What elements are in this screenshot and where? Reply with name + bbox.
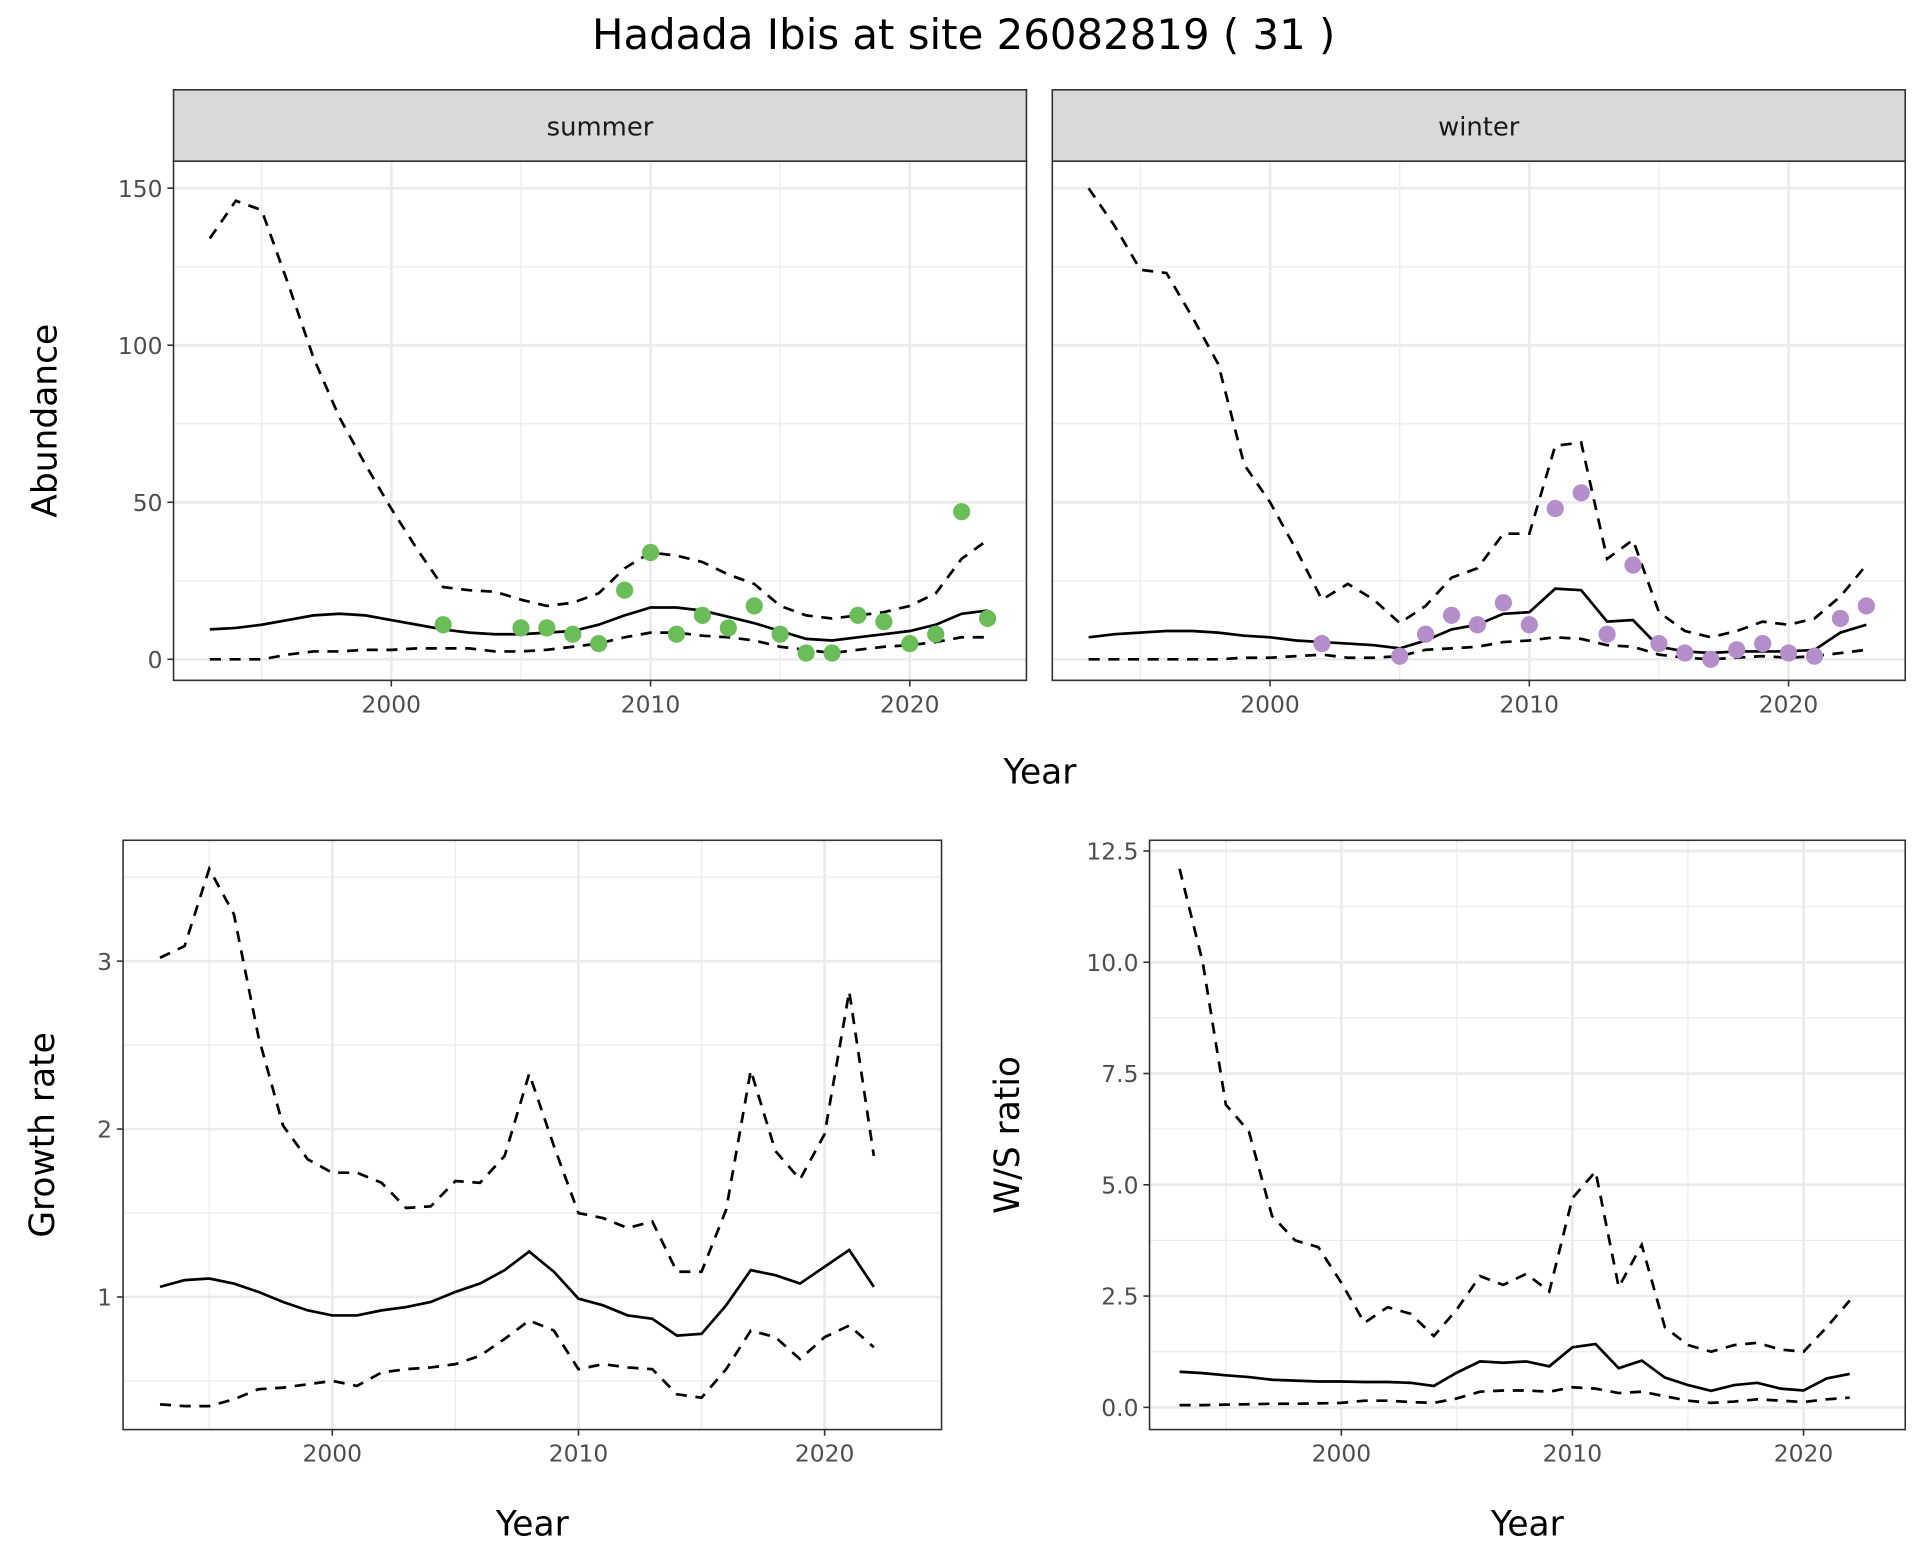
observed-count-point xyxy=(771,625,789,643)
facet-strip-label: summer xyxy=(547,112,654,142)
x-tick-label: 2020 xyxy=(795,1440,855,1468)
observed-count-point xyxy=(590,634,608,653)
lower-bound-line xyxy=(209,631,988,661)
observed-count-point xyxy=(901,634,919,653)
observed-count-point xyxy=(1313,634,1331,653)
mean-line xyxy=(159,1248,875,1337)
x-tick-label: 2000 xyxy=(362,690,422,718)
observed-count-point xyxy=(1779,644,1798,662)
plot-background xyxy=(1052,161,1906,681)
upper-bound-line xyxy=(159,865,876,1274)
observed-count-point xyxy=(538,619,556,637)
observed-count-point xyxy=(1391,647,1409,665)
observed-count-point xyxy=(1805,647,1824,665)
panel-growth-rate: 2000 2010 2020 1 2 3 Growth rate Year xyxy=(23,839,943,1544)
observed-count-point xyxy=(1494,594,1513,612)
plot-background xyxy=(1149,840,1906,1430)
x-axis-title: Year xyxy=(1490,1504,1565,1544)
panel-summer-abundance: 2000 2010 2020 0 50 100 150 summer Abundance xyxy=(26,89,1028,718)
y-tick-label: 50 xyxy=(133,489,163,517)
observed-count-point xyxy=(512,619,530,637)
observed-count-point xyxy=(1831,609,1850,628)
y-tick-label: 0 xyxy=(148,646,163,674)
x-tick-label: 2010 xyxy=(621,690,681,718)
lower-bound-line xyxy=(159,1318,875,1408)
panel-winter-abundance: 2000 2010 2020 winter Year xyxy=(1003,89,1907,793)
y-tick-label: 2 xyxy=(97,1116,112,1144)
panel-border xyxy=(1148,839,1907,1431)
observed-count-point xyxy=(1442,606,1461,624)
x-tick-label: 2020 xyxy=(880,690,940,718)
x-tick-label: 2000 xyxy=(1312,1440,1372,1468)
observed-count-point xyxy=(1624,556,1642,574)
observed-count-point xyxy=(1676,644,1694,662)
y-tick-label: 0.0 xyxy=(1101,1394,1138,1422)
y-tick-label: 2.5 xyxy=(1101,1283,1138,1311)
observed-count-point xyxy=(1520,616,1538,634)
x-tick-label: 2020 xyxy=(1774,1440,1834,1468)
observed-count-point xyxy=(1417,625,1435,643)
plot-background xyxy=(123,840,942,1430)
y-tick-label: 100 xyxy=(118,332,163,360)
observed-count-point xyxy=(693,606,712,624)
panel-border xyxy=(122,839,943,1431)
observed-count-point xyxy=(1598,625,1616,643)
observed-count-point xyxy=(1572,484,1590,502)
x-tick-label: 2020 xyxy=(1759,690,1819,718)
x-tick-label: 2000 xyxy=(303,1440,363,1468)
x-tick-label: 2010 xyxy=(1543,1440,1603,1468)
observed-count-point xyxy=(875,613,893,631)
y-axis-title: W/S ratio xyxy=(988,1056,1028,1214)
y-tick-label: 10.0 xyxy=(1086,949,1138,977)
observed-count-point xyxy=(564,625,582,643)
y-tick-label: 12.5 xyxy=(1086,838,1138,866)
observed-count-point xyxy=(823,644,841,662)
y-tick-label: 150 xyxy=(118,175,163,203)
observed-count-point xyxy=(927,625,945,643)
observed-count-point xyxy=(719,619,737,637)
x-axis-title: Year xyxy=(1003,753,1078,793)
observed-count-point xyxy=(1728,641,1746,659)
observed-count-point xyxy=(745,597,763,615)
y-axis-title: Growth rate xyxy=(23,1032,63,1238)
observed-count-point xyxy=(978,609,997,628)
x-tick-label: 2010 xyxy=(549,1440,609,1468)
panel-ws-ratio: 2000 2010 2020 0.0 2.5 5.0 7.5 10.0 12.5 W/S rati… xyxy=(988,838,1907,1544)
plot-background xyxy=(173,161,1027,681)
mean-line xyxy=(209,606,988,642)
x-axis-title: Year xyxy=(495,1504,570,1544)
facet-strip xyxy=(172,89,1028,162)
x-tick-label: 2000 xyxy=(1240,690,1300,718)
upper-bound-line xyxy=(1087,187,1868,639)
observed-count-point xyxy=(1546,499,1564,518)
upper-bound-line xyxy=(208,199,989,620)
facet-strip xyxy=(1051,89,1907,162)
observed-count-point xyxy=(1702,650,1720,668)
y-axis-title: Abundance xyxy=(26,324,66,518)
observed-count-point xyxy=(797,644,815,662)
observed-count-point xyxy=(1857,597,1875,615)
observed-count-point xyxy=(434,616,452,634)
facet-strip-label: winter xyxy=(1438,112,1520,142)
observed-count-point xyxy=(849,606,867,624)
mean-line xyxy=(1179,1342,1850,1393)
y-tick-label: 3 xyxy=(97,948,112,976)
observed-count-point xyxy=(667,625,686,643)
lower-bound-line xyxy=(1179,1385,1850,1407)
observed-count-point xyxy=(641,543,660,562)
x-tick-label: 2010 xyxy=(1500,690,1560,718)
observed-count-point xyxy=(616,581,634,599)
observed-count-point xyxy=(1754,634,1772,653)
observed-count-point xyxy=(1468,616,1487,634)
figure-title: Hadada Ibis at site 26082819 ( 31 ) xyxy=(592,10,1335,59)
observed-count-point xyxy=(953,503,971,521)
observed-count-point xyxy=(1650,634,1668,653)
y-tick-label: 7.5 xyxy=(1101,1060,1138,1088)
y-tick-label: 5.0 xyxy=(1101,1171,1138,1199)
y-tick-label: 1 xyxy=(97,1284,112,1312)
